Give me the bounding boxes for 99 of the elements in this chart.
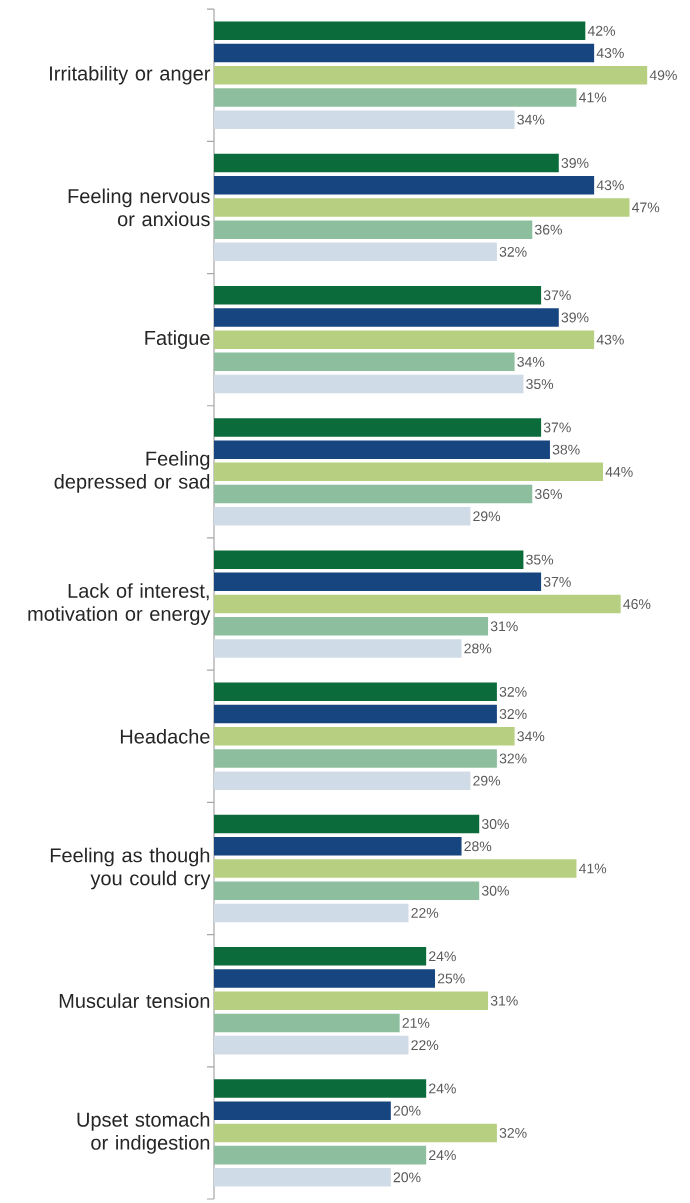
data-label: 29% xyxy=(473,775,501,786)
data-label: 39% xyxy=(561,158,589,168)
bar xyxy=(214,1168,391,1187)
bar xyxy=(214,550,524,569)
bar xyxy=(214,418,542,437)
data-label: 43% xyxy=(596,48,624,58)
data-label: 37% xyxy=(543,422,571,433)
data-label: 22% xyxy=(411,1040,439,1051)
bar xyxy=(214,814,480,834)
data-label: 44% xyxy=(605,466,633,477)
bar xyxy=(214,484,533,504)
data-label: 47% xyxy=(632,202,660,213)
bar xyxy=(214,1079,427,1098)
data-label: 42% xyxy=(587,25,616,36)
bar xyxy=(214,507,471,526)
y-tick-label: Feeling depressed or sad xyxy=(54,451,210,493)
bar xyxy=(214,727,515,746)
data-label: 28% xyxy=(464,643,492,654)
data-label: 20% xyxy=(393,1105,421,1116)
data-label: 31% xyxy=(490,621,518,632)
bar xyxy=(214,1013,400,1033)
data-label: 21% xyxy=(402,1017,430,1028)
bar xyxy=(214,594,621,614)
data-label: 34% xyxy=(517,731,545,742)
bar xyxy=(214,1101,391,1120)
bar xyxy=(214,21,586,41)
data-label: 20% xyxy=(393,1172,421,1183)
bar xyxy=(214,903,409,923)
bar xyxy=(214,220,533,239)
data-label: 46% xyxy=(623,599,651,610)
data-label: 41% xyxy=(578,92,607,103)
bar xyxy=(214,175,595,195)
data-label: 38% xyxy=(552,444,580,455)
bar xyxy=(214,1145,427,1165)
data-label: 34% xyxy=(517,114,545,125)
bar xyxy=(214,65,648,85)
bar xyxy=(214,771,471,790)
bar xyxy=(214,749,497,768)
bar xyxy=(214,43,595,63)
bar xyxy=(214,1123,497,1143)
y-tick-label: Lack of interest, motivation or energy xyxy=(28,583,211,625)
data-label: 37% xyxy=(543,290,571,301)
bar xyxy=(214,682,497,702)
bar xyxy=(214,859,577,878)
data-label: 32% xyxy=(499,1127,527,1138)
bar xyxy=(214,198,630,217)
bar xyxy=(214,285,542,305)
bar xyxy=(214,881,480,900)
bar xyxy=(214,110,515,129)
data-label: 30% xyxy=(481,819,509,830)
y-tick-label: Headache xyxy=(120,728,210,744)
data-label: 32% xyxy=(499,246,527,257)
data-label: 32% xyxy=(499,686,527,697)
bar xyxy=(214,1035,409,1055)
data-label: 35% xyxy=(526,554,554,565)
bar xyxy=(214,440,550,459)
bar xyxy=(214,352,515,372)
bar xyxy=(214,617,489,636)
data-label: 36% xyxy=(534,224,562,235)
bar xyxy=(214,462,603,482)
y-tick-label: Upset stomach or indigestion xyxy=(77,1112,210,1154)
bar xyxy=(214,330,595,349)
data-label: 28% xyxy=(464,841,492,852)
bar xyxy=(214,969,436,988)
data-label: 30% xyxy=(481,885,509,896)
y-tick-label: Muscular tension xyxy=(59,993,210,1009)
bar xyxy=(214,947,427,966)
data-label: 32% xyxy=(499,753,527,764)
bar xyxy=(214,308,559,327)
data-label: 24% xyxy=(429,1150,456,1161)
bar xyxy=(214,572,542,592)
bar xyxy=(214,837,462,856)
data-label: 41% xyxy=(578,863,607,874)
data-label: 31% xyxy=(490,995,518,1006)
data-label: 37% xyxy=(543,576,571,587)
data-label: 35% xyxy=(526,379,554,390)
data-label: 36% xyxy=(534,489,562,500)
data-label: 24% xyxy=(429,1083,456,1094)
bar xyxy=(214,704,497,724)
data-label: 39% xyxy=(561,312,589,323)
bar xyxy=(214,153,559,173)
bar xyxy=(214,242,497,262)
y-tick-label: Fatigue xyxy=(145,330,210,349)
y-tick-label: Feeling nervous or anxious xyxy=(68,188,210,227)
data-label: 32% xyxy=(499,709,527,720)
data-label: 22% xyxy=(411,907,439,918)
data-label: 49% xyxy=(649,70,677,81)
y-tick-label: Irritability or anger xyxy=(50,65,211,85)
data-label: 34% xyxy=(517,356,545,367)
data-label: 29% xyxy=(473,511,501,522)
data-label: 25% xyxy=(437,973,465,984)
data-label: 43% xyxy=(596,180,624,191)
bar xyxy=(214,991,489,1010)
bar xyxy=(214,88,577,107)
bar xyxy=(214,374,524,394)
data-label: 43% xyxy=(596,334,624,345)
bar xyxy=(214,639,462,658)
data-label: 24% xyxy=(429,951,456,962)
y-tick-label: Feeling as though you could cry xyxy=(50,847,211,890)
